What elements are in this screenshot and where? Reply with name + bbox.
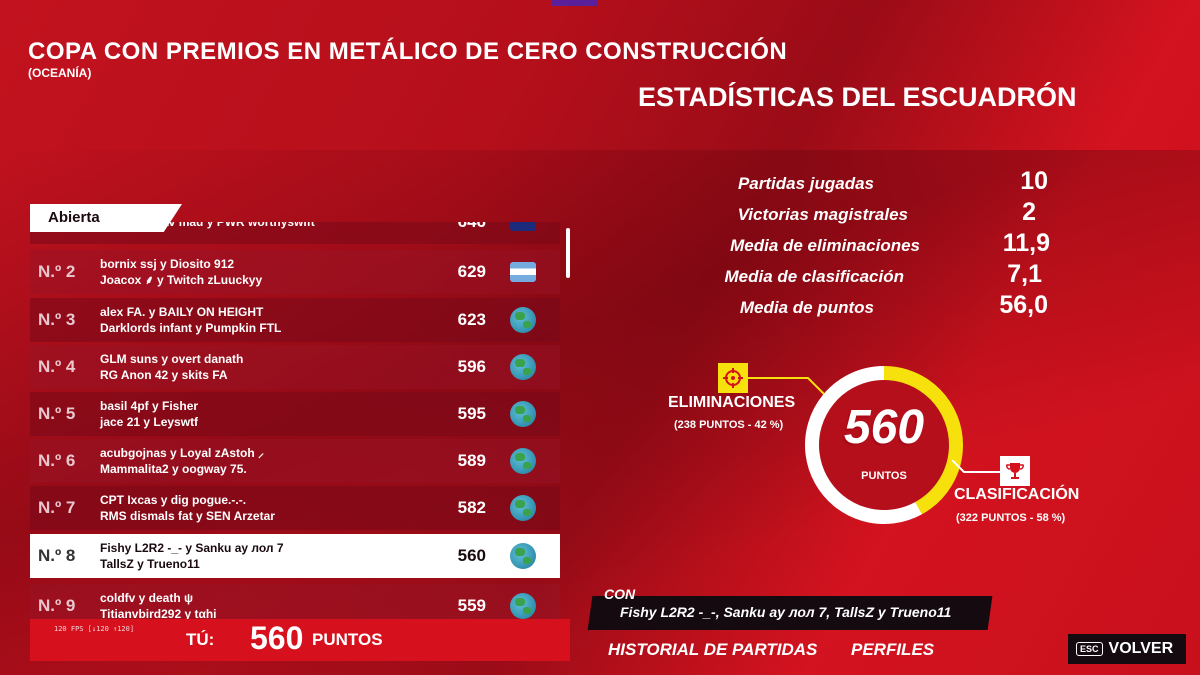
team-score: 582: [457, 498, 486, 517]
stat-value: 11,9: [1002, 229, 1050, 257]
globe-icon: [510, 543, 536, 569]
stat-label: Media de puntos: [739, 298, 874, 317]
eliminaciones-arc: [805, 366, 963, 524]
globe-icon: [510, 307, 536, 333]
stat-label: Partidas jugadas: [737, 174, 874, 193]
squad-stats-title: ESTADÍSTICAS DEL ESCUADRÓN: [638, 82, 1077, 112]
team-members: Fishy L2R2 -_-, Sanku ay лол 7, TallsZ y…: [620, 604, 952, 620]
back-label: VOLVER: [1108, 640, 1174, 657]
stat-label: Media de clasificación: [724, 267, 904, 286]
back-button[interactable]: ESC VOLVER: [1068, 634, 1186, 664]
rank-label: N.º 8: [38, 546, 76, 565]
team-names: PWR lyfle lav mau y PWR worthyswift: [100, 222, 315, 229]
stat-value: 7,1: [1007, 260, 1042, 288]
team-score: 596: [457, 357, 486, 376]
page-title: COPA CON PREMIOS EN METÁLICO DE CERO CON…: [28, 38, 788, 65]
elim-connector: [748, 377, 825, 395]
globe-icon: [510, 401, 536, 427]
own-score-unit: PUNTOS: [312, 630, 383, 649]
team-score: 629: [457, 262, 486, 281]
region-label: (OCEANÍA): [28, 66, 92, 80]
eliminaciones-label: ELIMINACIONES: [668, 394, 796, 411]
globe-icon: [510, 448, 536, 474]
team-names: basil 4pf y Fisher jace 21 y Leyswtf: [100, 399, 199, 429]
clasificacion-label: CLASIFICACIÓN: [954, 486, 1080, 503]
esc-key-icon: ESC: [1076, 642, 1103, 656]
scrollbar[interactable]: [566, 228, 570, 278]
total-points-unit: PUNTOS: [861, 470, 907, 482]
globe-icon: [510, 495, 536, 521]
team-names: coldfv y death ψ Titianvbird292 y tαhi: [100, 591, 217, 621]
globe-icon: [510, 593, 536, 619]
points-donut-chart: [805, 366, 963, 524]
rank-label: N.º 5: [38, 404, 76, 423]
team-score: 589: [457, 451, 486, 470]
leaderboard-row[interactable]: N.º 5 basil 4pf y Fisher jace 21 y Leyswt…: [30, 392, 560, 436]
clasificacion-points: (322 PUNTOS - 58 %): [956, 512, 1066, 524]
profiles-link[interactable]: PERFILES: [851, 640, 935, 659]
australia-flag-icon: [510, 222, 536, 231]
top-tab-indicator: [552, 0, 598, 6]
clas-connector: [952, 460, 1000, 473]
argentina-flag-icon: [510, 262, 536, 282]
team-names: GLM suns y overt danath RG Anon 42 y skit…: [100, 352, 244, 382]
stat-value: 2: [1022, 198, 1036, 226]
team-names: acubgojnas y Loyal zAstoh ⸝ Mammalita2 y …: [100, 446, 265, 476]
leaderboard-row[interactable]: N.º 7 CPT Ixcas y dig pogue.-.-. RMS dism…: [30, 486, 560, 530]
team-score: 646: [440, 222, 490, 232]
team-names: alex FA. y BAILY ON HEIGHT Darklords infa…: [100, 305, 282, 335]
stat-label: Victorias magistrales: [737, 205, 908, 224]
team-label: CON: [604, 586, 636, 602]
trophy-icon: [1000, 456, 1030, 486]
team-score: 560: [457, 546, 486, 565]
leaderboard-row[interactable]: N.º 3 alex FA. y BAILY ON HEIGHT Darklord…: [30, 298, 560, 342]
eliminaciones-points: (238 PUNTOS - 42 %): [674, 419, 784, 431]
total-points: 560: [843, 401, 925, 454]
match-history-link[interactable]: HISTORIAL DE PARTIDAS: [608, 640, 818, 659]
team-names: CPT Ixcas y dig pogue.-.-. RMS dismals fa…: [100, 493, 275, 523]
team-names: Fishy L2R2 -_- y Sanku ay лол 7 TallsZ y …: [100, 541, 284, 571]
stat-label: Media de eliminaciones: [730, 236, 920, 255]
rank-label: N.º 9: [38, 596, 76, 615]
team-score: 559: [457, 596, 486, 615]
own-score-bar: [30, 619, 570, 661]
globe-icon: [510, 354, 536, 380]
rank-label: N.º 6: [38, 451, 76, 470]
team-score: 595: [457, 404, 486, 423]
target-icon: [718, 363, 748, 393]
own-score-value: 560: [250, 620, 304, 656]
stat-value: 10: [1020, 167, 1048, 195]
rank-label: N.º 7: [38, 498, 76, 517]
rank-label: N.º 2: [38, 262, 76, 281]
leaderboard-row-own-team[interactable]: N.º 8 Fishy L2R2 -_- y Sanku ay лол 7 Tal…: [30, 534, 560, 578]
leaderboard[interactable]: PWR lyfle lav mau y PWR worthyswift 646 …: [30, 222, 566, 630]
leaderboard-row[interactable]: N.º 4 GLM suns y overt danath RG Anon 42 …: [30, 345, 560, 389]
rank-label: N.º 3: [38, 310, 76, 329]
leaderboard-row[interactable]: N.º 6 acubgojnas y Loyal zAstoh ⸝ Mammali…: [30, 439, 560, 483]
stat-value: 56,0: [999, 291, 1048, 319]
own-score-label: TÚ:: [186, 630, 215, 649]
fps-counter: 120 FPS [↓120 ↑120]: [54, 625, 135, 633]
leaderboard-row[interactable]: N.º 2 bornix ssj y Diosito 912 Joacox ⸙ y…: [30, 250, 560, 294]
team-score: 623: [457, 310, 486, 329]
team-names: bornix ssj y Diosito 912 Joacox ⸙ y Twitc…: [100, 257, 263, 287]
rank-label: N.º 4: [38, 357, 76, 376]
tab-abierta[interactable]: Abierta: [30, 204, 182, 232]
